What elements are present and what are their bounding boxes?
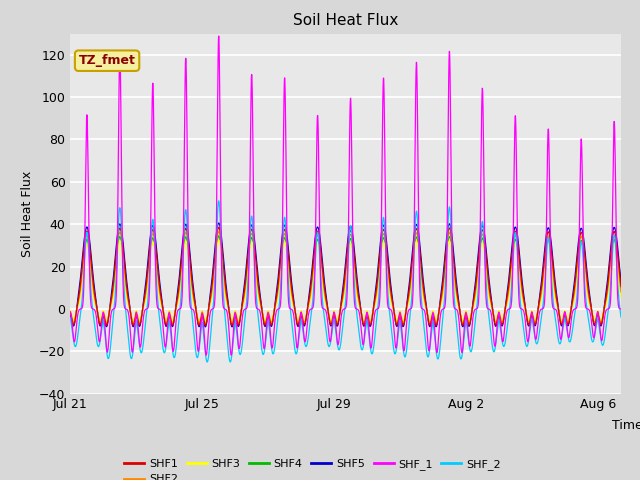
SHF4 <box>531 320 539 325</box>
SHF3 <box>399 319 407 324</box>
Line: SHF5: SHF5 <box>70 223 630 327</box>
SHF_1 <box>67 309 74 315</box>
SHF5 <box>531 323 539 329</box>
SHF5 <box>215 220 223 226</box>
SHF1 <box>627 310 634 316</box>
SHF3 <box>627 308 634 313</box>
SHF_1 <box>215 33 223 39</box>
SHF_1 <box>592 319 600 324</box>
SHF2 <box>627 309 634 314</box>
SHF2 <box>67 309 74 314</box>
SHF4 <box>566 314 573 320</box>
SHF2 <box>566 314 573 320</box>
Title: Soil Heat Flux: Soil Heat Flux <box>293 13 398 28</box>
SHF3 <box>592 313 600 319</box>
SHF2 <box>450 265 458 271</box>
X-axis label: Time: Time <box>612 419 640 432</box>
SHF_1 <box>566 331 573 337</box>
SHF3 <box>566 313 573 319</box>
Line: SHF1: SHF1 <box>70 228 630 325</box>
SHF_1 <box>531 332 539 338</box>
SHF4 <box>450 267 458 273</box>
SHF1 <box>67 310 74 316</box>
SHF3 <box>450 274 458 279</box>
SHF_2 <box>531 334 539 340</box>
SHF5 <box>357 309 365 315</box>
Line: SHF3: SHF3 <box>70 240 630 322</box>
SHF_2 <box>399 347 407 352</box>
SHF_2 <box>592 324 600 330</box>
SHF_2 <box>215 198 223 204</box>
SHF4 <box>67 309 74 314</box>
Line: SHF4: SHF4 <box>70 236 630 324</box>
SHF_1 <box>450 303 458 309</box>
SHF_1 <box>627 310 634 316</box>
SHF1 <box>357 310 365 315</box>
SHF1 <box>592 317 600 323</box>
SHF1 <box>215 225 223 230</box>
Line: SHF_2: SHF_2 <box>70 201 630 362</box>
SHF4 <box>228 321 236 326</box>
SHF_2 <box>450 288 458 294</box>
SHF5 <box>399 324 407 329</box>
SHF4 <box>592 315 600 321</box>
SHF1 <box>566 315 573 321</box>
SHF_1 <box>399 345 407 350</box>
SHF5 <box>627 312 634 317</box>
SHF4 <box>215 233 223 239</box>
SHF_2 <box>204 359 211 365</box>
SHF3 <box>531 318 539 324</box>
Line: SHF_1: SHF_1 <box>70 36 630 355</box>
SHF5 <box>67 312 74 317</box>
SHF1 <box>450 258 458 264</box>
SHF2 <box>592 315 600 321</box>
SHF1 <box>399 322 407 328</box>
SHF_2 <box>566 339 573 345</box>
SHF_1 <box>202 352 210 358</box>
SHF3 <box>215 237 223 243</box>
SHF4 <box>357 310 365 315</box>
SHF4 <box>627 309 634 314</box>
SHF5 <box>228 324 236 330</box>
SHF4 <box>399 321 407 326</box>
SHF_2 <box>67 315 74 321</box>
SHF3 <box>228 319 236 324</box>
SHF2 <box>399 321 407 326</box>
SHF1 <box>202 323 209 328</box>
SHF5 <box>566 316 573 322</box>
Y-axis label: Soil Heat Flux: Soil Heat Flux <box>20 170 34 257</box>
SHF3 <box>67 308 74 313</box>
SHF_2 <box>357 345 365 351</box>
SHF1 <box>531 322 539 327</box>
Line: SHF2: SHF2 <box>70 232 630 324</box>
SHF3 <box>357 309 365 314</box>
SHF_2 <box>627 320 634 326</box>
SHF5 <box>450 252 458 258</box>
Text: TZ_fmet: TZ_fmet <box>79 54 136 67</box>
SHF_1 <box>357 327 365 333</box>
SHF2 <box>228 321 236 326</box>
SHF2 <box>357 310 365 315</box>
Legend: SHF1, SHF2, SHF3, SHF4, SHF5, SHF_1, SHF_2: SHF1, SHF2, SHF3, SHF4, SHF5, SHF_1, SHF… <box>120 455 505 480</box>
SHF2 <box>531 320 539 325</box>
SHF5 <box>592 319 600 325</box>
SHF2 <box>215 229 223 235</box>
